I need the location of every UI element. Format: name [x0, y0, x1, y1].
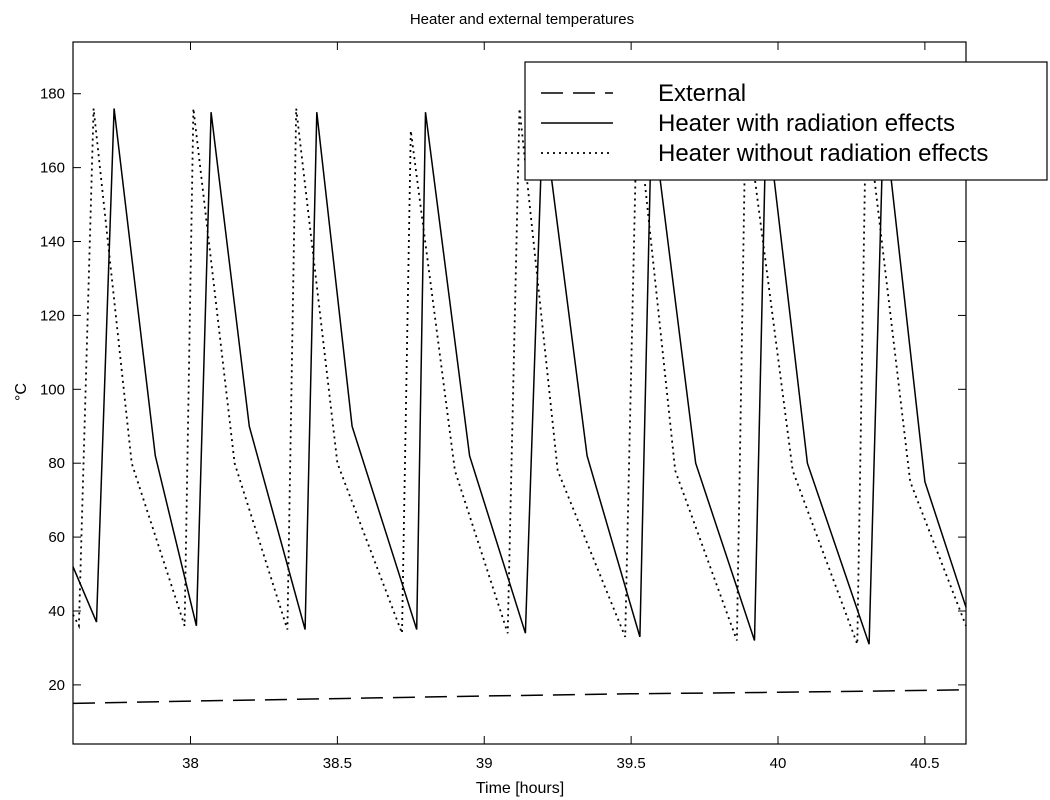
y-tick-label: 100 [40, 381, 65, 398]
y-tick-label: 180 [40, 86, 65, 103]
y-axis-label: °C [13, 383, 30, 401]
axis-ticks: 38 38.5 39 39.5 40 40.5 20 40 60 80 100 120 140 160 18… [40, 42, 966, 772]
legend-label-2: Heater with radiation effects [658, 110, 955, 137]
y-tick-label: 80 [48, 455, 65, 472]
legend-label-1: External [658, 80, 746, 107]
plot-frame [72, 41, 967, 745]
x-tick-label: 40 [770, 755, 787, 772]
y-tick-label: 60 [48, 529, 65, 546]
chart-title: Heater and external temperatures [410, 11, 634, 28]
series-line-2 [72, 108, 967, 645]
y-tick-label: 160 [40, 160, 65, 177]
series-layer [72, 108, 967, 705]
y-tick-label: 140 [40, 234, 65, 251]
x-tick-label: 38 [182, 755, 199, 772]
legend-label-3: Heater without radiation effects [658, 140, 988, 167]
legend-box [524, 61, 1048, 181]
series-line-1 [72, 688, 967, 705]
x-tick-label: 39.5 [617, 755, 646, 772]
x-tick-label: 40.5 [910, 755, 939, 772]
legend: External Heater with radiation effects Hea… [524, 61, 1048, 181]
y-tick-label: 20 [48, 677, 65, 694]
x-tick-label: 38.5 [323, 755, 352, 772]
x-axis-label: Time [hours] [476, 780, 564, 797]
y-tick-label: 40 [48, 603, 65, 620]
y-tick-label: 120 [40, 307, 65, 324]
x-tick-label: 39 [476, 755, 493, 772]
